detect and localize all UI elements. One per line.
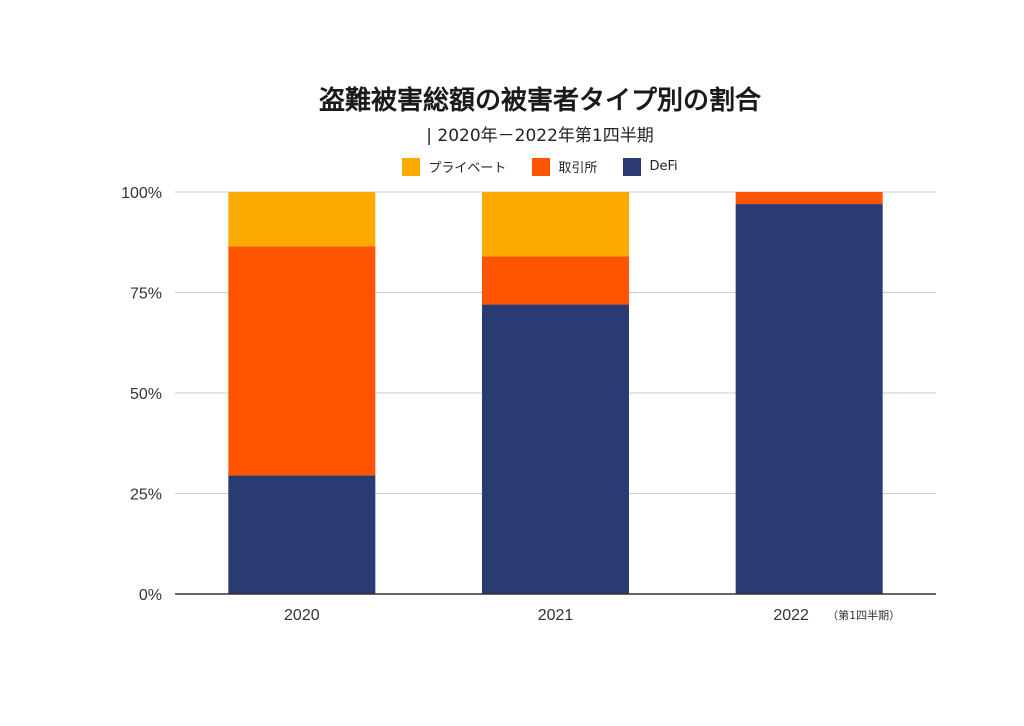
- bar-segment: [482, 256, 629, 305]
- chart-title: 盗難被害総額の被害者タイプ別の割合: [318, 86, 761, 116]
- bar-segment: [228, 192, 376, 247]
- legend-label-exchange: 取引所: [558, 161, 598, 176]
- legend-swatch-private: [402, 157, 421, 176]
- y-tick-label: 50%: [130, 386, 162, 403]
- legend-item-exchange: 取引所: [532, 157, 597, 176]
- bar-segment: [482, 192, 629, 257]
- x-tick-label: 2020: [284, 607, 320, 624]
- bar-segment: [735, 192, 883, 205]
- y-tick-label: 0%: [139, 587, 162, 604]
- x-tick-label: 2022: [773, 607, 809, 624]
- legend-item-defi: DeFi: [623, 157, 678, 176]
- legend-swatch-defi: [623, 157, 642, 176]
- x-tick-note: （第1四半期）: [827, 608, 900, 622]
- x-tick-label: 2021: [538, 607, 574, 624]
- y-tick-label: 100%: [121, 185, 162, 202]
- legend-label-defi: DeFi: [649, 159, 678, 174]
- legend-item-private: プライベート: [402, 157, 506, 176]
- chart-subtitle: | 2020年－2022年第1四半期: [426, 126, 654, 146]
- bar-segment: [228, 475, 376, 594]
- bar-segment: [735, 204, 883, 594]
- y-tick-label: 25%: [130, 487, 162, 504]
- legend-label-private: プライベート: [428, 161, 507, 176]
- legend-swatch-exchange: [532, 157, 551, 176]
- legend: プライベート 取引所 DeFi: [0, 157, 1024, 176]
- bar-segment: [228, 246, 376, 476]
- y-tick-label: 75%: [130, 286, 162, 303]
- bar-segment: [482, 304, 629, 594]
